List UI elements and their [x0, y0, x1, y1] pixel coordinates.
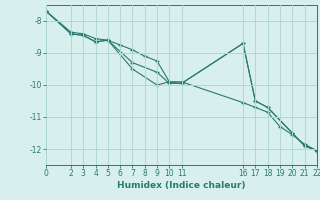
X-axis label: Humidex (Indice chaleur): Humidex (Indice chaleur) — [117, 181, 246, 190]
